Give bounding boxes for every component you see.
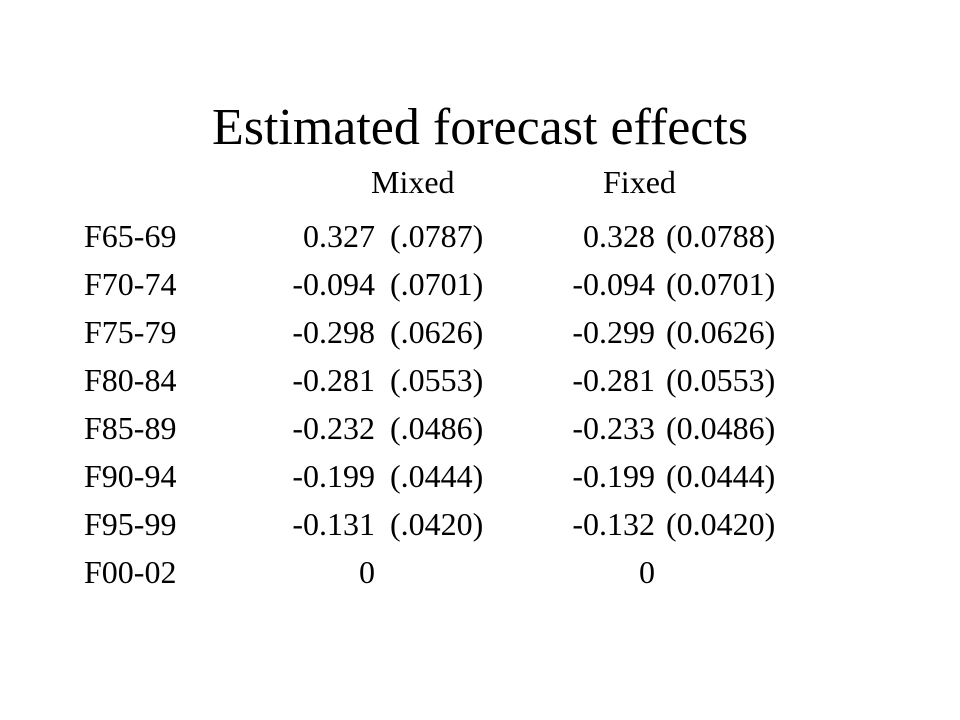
fixed-estimate: -0.281: [572, 362, 655, 398]
mixed-estimate: 0: [359, 554, 375, 590]
mixed-std-error: (.0553): [390, 362, 484, 398]
fixed-std-error: (0.0486): [666, 410, 776, 446]
fixed-estimate: 0.328: [583, 218, 655, 254]
fixed-estimate: -0.299: [572, 314, 655, 350]
fixed-std-error: (0.0626): [666, 314, 776, 350]
row-label: F90-94: [84, 458, 177, 494]
mixed-std-error: (.0701): [390, 266, 484, 302]
row-label: F95-99: [84, 506, 177, 542]
column-header-mixed: Mixed: [371, 164, 455, 200]
fixed-std-error: (0.0420): [666, 506, 776, 542]
mixed-estimate: -0.281: [292, 362, 375, 398]
fixed-std-error: (0.0444): [666, 458, 776, 494]
table-row: F70-74 -0.094 (.0701) -0.094 (0.0701): [0, 260, 960, 308]
row-label: F75-79: [84, 314, 177, 350]
row-label: F00-02: [84, 554, 177, 590]
mixed-estimate: -0.131: [292, 506, 375, 542]
slide-title: Estimated forecast effects: [211, 99, 749, 156]
mixed-std-error: (.0787): [390, 218, 484, 254]
mixed-estimate: -0.094: [292, 266, 375, 302]
table-row: F85-89 -0.232 (.0486) -0.233 (0.0486): [0, 404, 960, 452]
fixed-estimate: -0.199: [572, 458, 655, 494]
mixed-std-error: (.0444): [390, 458, 484, 494]
mixed-estimate: -0.298: [292, 314, 375, 350]
column-header-fixed: Fixed: [603, 164, 676, 200]
table-row: F65-69 0.327 (.0787) 0.328 (0.0788): [0, 212, 960, 260]
mixed-std-error: (.0626): [390, 314, 484, 350]
mixed-estimate: 0.327: [303, 218, 375, 254]
estimates-table: F65-69 0.327 (.0787) 0.328 (0.0788) F70-…: [0, 212, 960, 596]
fixed-std-error: (0.0701): [666, 266, 776, 302]
fixed-std-error: (0.0553): [666, 362, 776, 398]
mixed-std-error: (.0420): [390, 506, 484, 542]
row-label: F65-69: [84, 218, 177, 254]
mixed-estimate: -0.199: [292, 458, 375, 494]
row-label: F85-89: [84, 410, 177, 446]
row-label: F80-84: [84, 362, 177, 398]
row-label: F70-74: [84, 266, 177, 302]
table-row: F90-94 -0.199 (.0444) -0.199 (0.0444): [0, 452, 960, 500]
fixed-estimate: 0: [639, 554, 655, 590]
mixed-estimate: -0.232: [292, 410, 375, 446]
table-row: F75-79 -0.298 (.0626) -0.299 (0.0626): [0, 308, 960, 356]
mixed-std-error: (.0486): [390, 410, 484, 446]
table-row: F80-84 -0.281 (.0553) -0.281 (0.0553): [0, 356, 960, 404]
fixed-estimate: -0.233: [572, 410, 655, 446]
table-row: F95-99 -0.131 (.0420) -0.132 (0.0420): [0, 500, 960, 548]
fixed-estimate: -0.094: [572, 266, 655, 302]
fixed-estimate: -0.132: [572, 506, 655, 542]
table-row: F00-02 0 0: [0, 548, 960, 596]
fixed-std-error: (0.0788): [666, 218, 776, 254]
